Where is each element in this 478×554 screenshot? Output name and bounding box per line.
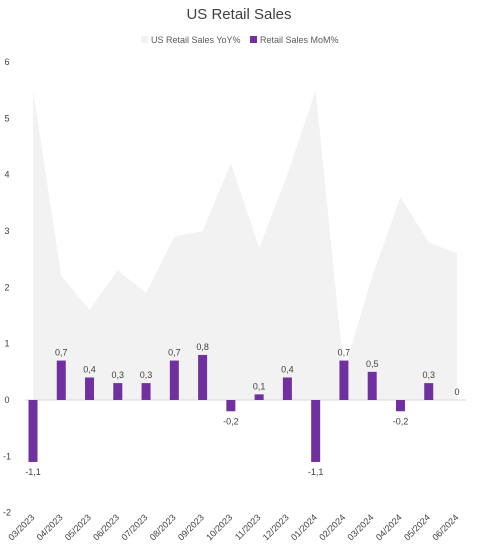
x-tick-label: 12/2023: [261, 512, 291, 542]
legend-swatch-mom: [250, 36, 257, 43]
plot-area: -1,1 0,7 0,4 0,3 0,3 0,7 0,8 -0,2 0,1 0,4 -1,1 0,7 0…: [25, 90, 466, 477]
series-area-yoy: [33, 90, 457, 401]
x-tick-label: 06/2024: [430, 512, 460, 542]
y-tick-label: -1: [3, 451, 11, 461]
y-tick-label: 6: [4, 57, 9, 67]
y-tick-label: 4: [4, 170, 9, 180]
data-label: 0,4: [281, 364, 294, 374]
data-label: -1,1: [308, 467, 324, 477]
y-axis: -2 -1 0 1 2 3 4 5 6: [3, 57, 11, 518]
data-label: 0,7: [55, 348, 68, 358]
x-tick-label: 03/2024: [346, 512, 376, 542]
x-tick-label: 11/2023: [233, 512, 263, 542]
y-tick-label: 0: [4, 395, 9, 405]
data-label: 0,7: [338, 348, 351, 358]
data-label: 0,3: [140, 370, 153, 380]
x-tick-label: 06/2023: [91, 512, 121, 542]
y-tick-label: -2: [3, 508, 11, 518]
data-label: -0,2: [223, 416, 239, 426]
bar-mom: [56, 360, 66, 400]
data-label: 0,4: [83, 364, 96, 374]
bar-mom: [254, 394, 264, 400]
legend-swatch-yoy: [141, 36, 148, 43]
bar-mom: [113, 383, 123, 400]
data-label: 0,8: [196, 342, 209, 352]
y-tick-label: 3: [4, 226, 9, 236]
data-label: 0,3: [112, 370, 125, 380]
data-label: 0,7: [168, 348, 181, 358]
legend-label-mom: Retail Sales MoM%: [260, 35, 339, 45]
y-tick-label: 5: [4, 113, 9, 123]
bar-mom: [226, 400, 236, 412]
data-label: -1,1: [25, 467, 41, 477]
bar-mom: [169, 360, 179, 400]
data-label: 0,3: [422, 370, 435, 380]
x-tick-label: 04/2024: [374, 512, 404, 542]
x-tick-label: 02/2024: [317, 512, 347, 542]
x-tick-label: 01/2024: [289, 512, 319, 542]
x-axis: 03/202304/202305/202306/202307/202308/20…: [6, 512, 460, 542]
bar-mom: [28, 400, 38, 462]
bar-mom: [141, 383, 151, 400]
bar-mom: [198, 354, 208, 400]
chart-title: US Retail Sales: [186, 6, 291, 23]
x-tick-label: 09/2023: [176, 512, 206, 542]
bar-mom: [367, 371, 377, 400]
x-tick-label: 05/2023: [63, 512, 93, 542]
bar-mom: [339, 360, 349, 400]
bar-mom: [424, 383, 434, 400]
legend-label-yoy: US Retail Sales YoY%: [151, 35, 241, 45]
x-tick-label: 04/2023: [35, 512, 65, 542]
x-tick-label: 07/2023: [119, 512, 149, 542]
data-label: 0,5: [366, 359, 379, 369]
y-tick-label: 1: [4, 339, 9, 349]
bar-mom: [311, 400, 321, 462]
data-label: 0: [454, 387, 459, 397]
data-label: 0,1: [253, 381, 266, 391]
x-tick-label: 08/2023: [148, 512, 178, 542]
bar-mom: [395, 400, 405, 412]
bar-mom: [85, 377, 95, 400]
x-tick-label: 10/2023: [204, 512, 234, 542]
bar-mom: [282, 377, 292, 400]
x-tick-label: 05/2024: [402, 512, 432, 542]
legend: US Retail Sales YoY% Retail Sales MoM%: [141, 35, 339, 45]
data-label: -0,2: [393, 416, 409, 426]
y-tick-label: 2: [4, 282, 9, 292]
